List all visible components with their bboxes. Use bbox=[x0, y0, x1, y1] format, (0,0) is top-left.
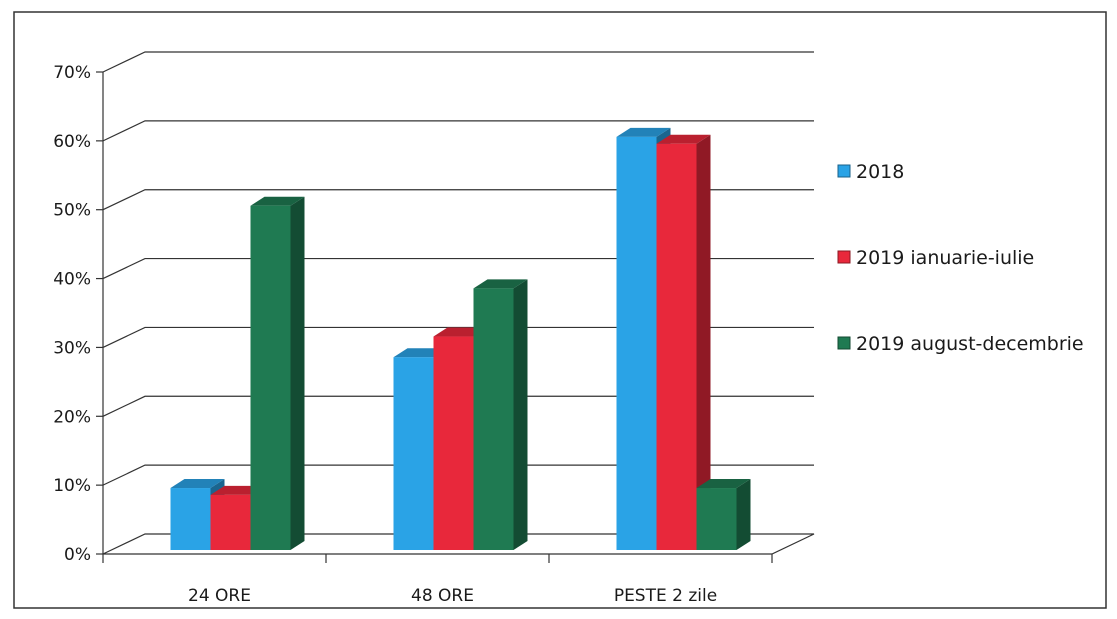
legend-label: 2018 bbox=[856, 161, 904, 183]
bar-2-2 bbox=[696, 479, 751, 550]
y-tick-label: 40% bbox=[53, 270, 91, 290]
category-label: 24 ORE bbox=[188, 586, 251, 606]
y-tick-label: 20% bbox=[53, 407, 91, 427]
gridlines bbox=[102, 51, 814, 486]
bars bbox=[170, 127, 751, 550]
legend: 2018 2019 ianuarie-iulie 2019 august-decem… bbox=[837, 161, 1084, 355]
bar-0-2 bbox=[250, 196, 305, 550]
gridline bbox=[102, 257, 814, 280]
category-label: 48 ORE bbox=[411, 586, 474, 606]
bar-1-2 bbox=[473, 279, 528, 550]
gridline bbox=[102, 120, 814, 142]
y-tick-labels: 0% 10% 20% 30% 40% 50% 60% 70% bbox=[53, 63, 91, 565]
gridline bbox=[102, 51, 814, 73]
legend-swatch bbox=[837, 336, 851, 350]
category-labels: 24 ORE 48 ORE PESTE 2 zile bbox=[188, 586, 717, 606]
category-label: PESTE 2 zile bbox=[614, 586, 717, 606]
gridline bbox=[102, 464, 814, 486]
y-tick-label: 0% bbox=[64, 545, 91, 565]
gridline bbox=[102, 189, 814, 211]
legend-item: 2018 bbox=[837, 161, 904, 183]
gridline bbox=[102, 326, 814, 348]
legend-label: 2019 august-decembrie bbox=[856, 333, 1084, 355]
legend-swatch bbox=[837, 250, 851, 264]
y-tick-label: 10% bbox=[53, 476, 91, 496]
y-tick-label: 60% bbox=[53, 132, 91, 152]
legend-label: 2019 ianuarie-iulie bbox=[856, 247, 1034, 269]
y-tick-label: 50% bbox=[53, 201, 91, 221]
legend-swatch bbox=[837, 164, 851, 178]
legend-item: 2019 ianuarie-iulie bbox=[837, 247, 1034, 269]
y-tick-label: 70% bbox=[53, 63, 91, 83]
y-tick-label: 30% bbox=[53, 338, 91, 358]
gridline bbox=[102, 395, 814, 417]
bar-2-1 bbox=[656, 134, 711, 550]
legend-item: 2019 august-decembrie bbox=[837, 333, 1084, 355]
